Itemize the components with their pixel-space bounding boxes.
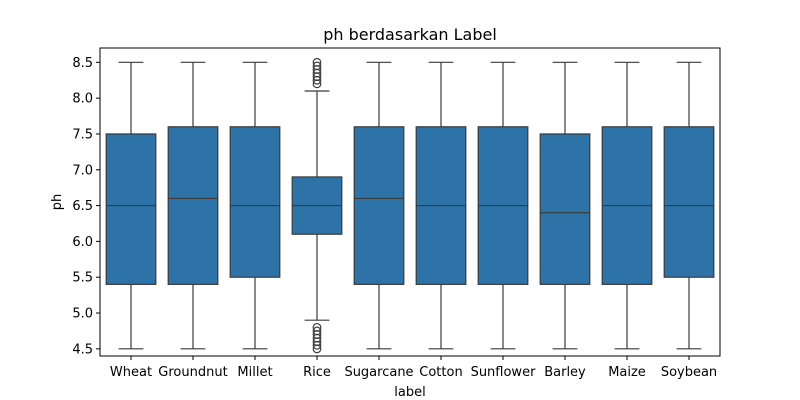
y-tick-label: 6.5 <box>72 199 93 214</box>
outlier-point <box>312 57 322 67</box>
y-axis-label: ph <box>50 194 65 211</box>
y-tick-label: 7.5 <box>72 127 93 142</box>
iqr-box <box>167 126 219 285</box>
x-tick-label: Groundnut <box>158 365 227 380</box>
x-tick-label: Cotton <box>419 365 462 380</box>
x-tick-label: Sugarcane <box>344 365 413 380</box>
box-group-sunflower <box>477 61 529 350</box>
x-tick-label: Barley <box>544 365 586 380</box>
outlier-point <box>312 61 322 71</box>
chart-title: ph berdasarkan Label <box>323 25 497 44</box>
outlier-point <box>312 322 322 332</box>
y-tick-label: 5.0 <box>72 307 93 322</box>
axes: 4.5 5.0 5.5 6.0 6.5 7.0 7.5 8.0 8.5 Wheat Groundnu… <box>72 47 721 380</box>
x-tick-label: Millet <box>237 365 272 380</box>
iqr-box <box>539 133 591 285</box>
y-tick-label: 8.0 <box>72 92 93 107</box>
box-group-millet <box>229 61 281 350</box>
y-tick-label: 7.0 <box>72 163 93 178</box>
x-tick-label: Sunflower <box>471 365 537 380</box>
x-tick-label: Maize <box>608 365 646 380</box>
axes-frame <box>99 47 721 357</box>
outlier-point <box>312 326 322 336</box>
box-group-barley <box>539 61 591 350</box>
box-group-wheat <box>105 61 157 350</box>
x-tick-label: Rice <box>303 365 331 380</box>
iqr-box <box>229 126 281 278</box>
x-tick-label: Wheat <box>110 365 152 380</box>
y-tick-label: 6.0 <box>72 235 93 250</box>
x-tick-label: Soybean <box>661 365 717 380</box>
y-tick-label: 5.5 <box>72 271 93 286</box>
box-group-soybean <box>663 61 715 350</box>
iqr-box <box>105 133 157 285</box>
box-group-sugarcane <box>353 61 405 350</box>
x-axis-label: label <box>394 385 425 400</box>
plot-area <box>105 57 715 354</box>
box-group-cotton <box>415 61 467 350</box>
box-group-maize <box>601 61 653 350</box>
y-tick-label: 8.5 <box>72 56 93 71</box>
iqr-box <box>353 126 405 285</box>
box-group-rice <box>291 57 343 354</box>
iqr-box <box>663 126 715 278</box>
y-tick-label: 4.5 <box>72 342 93 357</box>
box-group-groundnut <box>167 61 219 350</box>
